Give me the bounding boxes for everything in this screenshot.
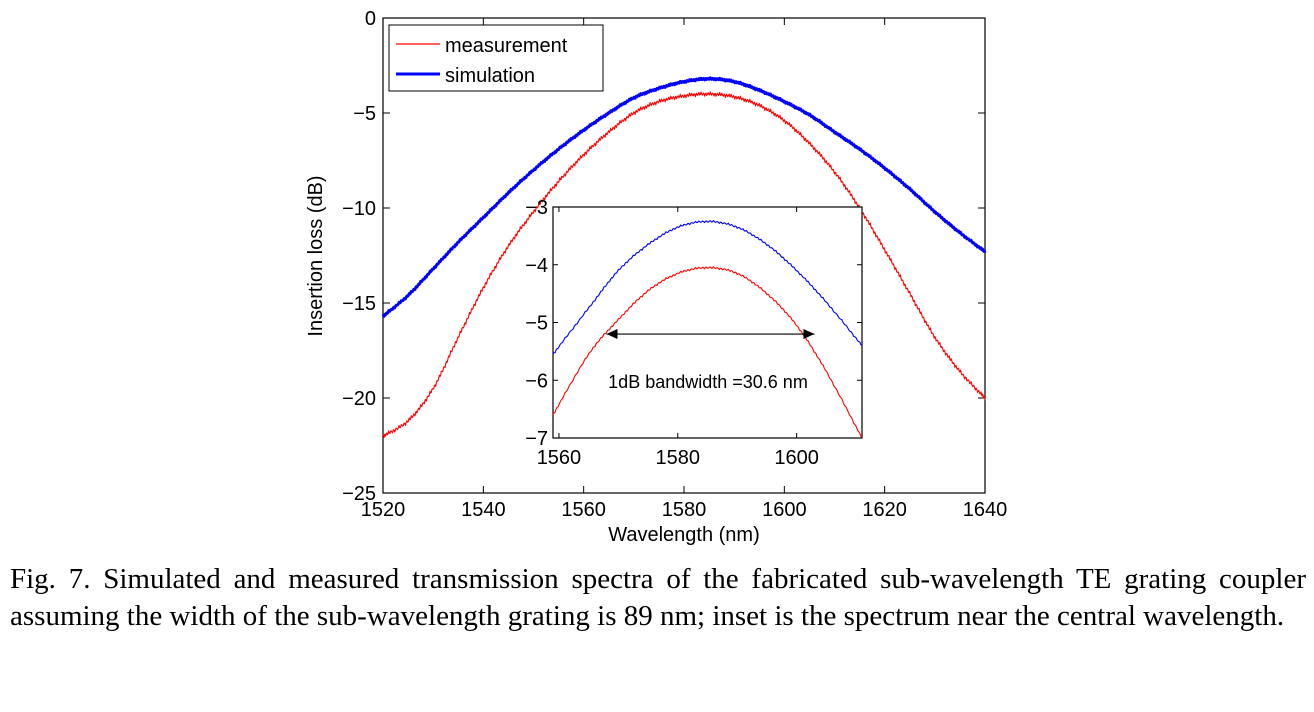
y-tick-label: −20 <box>342 388 376 410</box>
series-line-simulation <box>381 76 987 318</box>
x-tick-label: 1580 <box>662 499 707 521</box>
inset-plot-frame <box>552 206 863 439</box>
y-tick-label: −4 <box>525 255 548 277</box>
y-tick-label: −5 <box>353 103 376 125</box>
legend-label-simulation: simulation <box>445 65 535 87</box>
y-tick-label: −3 <box>525 197 548 219</box>
y-tick-label: 0 <box>365 8 376 30</box>
y-tick-label: −7 <box>525 428 548 450</box>
inset-tick-labels: 1560 1580 1600 −3 −4 −5 −6 −7 <box>525 197 819 469</box>
bandwidth-arrowhead-left <box>606 329 618 340</box>
x-tick-label: 1560 <box>561 499 606 521</box>
x-tick-label: 1600 <box>762 499 807 521</box>
series-line-measurement <box>382 91 986 439</box>
main-axis-ticks <box>382 17 986 494</box>
y-axis-label: Insertion loss (dB) <box>305 175 327 336</box>
x-tick-label: 1600 <box>774 447 819 469</box>
main-tick-labels: 1520 1540 1560 1580 1600 1620 1640 0 −5 −10 −15 −20… <box>342 8 1007 521</box>
x-tick-label: 1580 <box>656 447 701 469</box>
y-tick-label: −5 <box>525 313 548 335</box>
y-tick-label: −15 <box>342 293 376 315</box>
x-tick-label: 1540 <box>461 499 506 521</box>
x-axis-label: Wavelength (nm) <box>608 524 760 546</box>
bandwidth-annotation-text: 1dB bandwidth =30.6 nm <box>608 372 808 392</box>
y-tick-label: −25 <box>342 483 376 505</box>
y-tick-label: −10 <box>342 198 376 220</box>
x-tick-label: 1640 <box>963 499 1008 521</box>
main-series-group <box>381 76 987 439</box>
x-tick-label: 1560 <box>537 447 582 469</box>
x-tick-label: 1620 <box>862 499 907 521</box>
y-tick-label: −6 <box>525 370 548 392</box>
series-line-inset-1 <box>552 220 863 355</box>
figure-caption: Fig. 7. Simulated and measured transmiss… <box>10 563 1306 632</box>
x-tick-label: 1520 <box>361 499 406 521</box>
inset-annotation <box>606 329 815 340</box>
series-line-inset-0 <box>552 266 863 438</box>
legend-label-measurement: measurement <box>445 35 568 57</box>
legend-box <box>388 24 604 92</box>
inset-series-group <box>552 220 863 438</box>
bandwidth-arrowhead-right <box>803 329 815 340</box>
inset-axis-ticks <box>553 206 862 439</box>
legend: measurement simulation <box>388 24 604 92</box>
